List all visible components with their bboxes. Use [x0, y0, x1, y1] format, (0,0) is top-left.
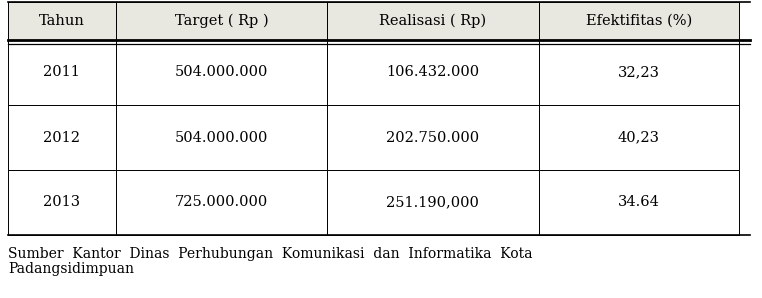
Bar — [539, 105, 739, 170]
Text: Realisasi ( Rp): Realisasi ( Rp) — [379, 14, 486, 28]
Text: Target ( Rp ): Target ( Rp ) — [174, 14, 268, 28]
Text: 106.432.000: 106.432.000 — [386, 66, 479, 80]
Bar — [116, 2, 327, 40]
Text: 2013: 2013 — [43, 195, 80, 209]
Text: 2011: 2011 — [43, 66, 80, 80]
Text: 504.000.000: 504.000.000 — [174, 66, 268, 80]
Text: Sumber  Kantor  Dinas  Perhubungan  Komunikasi  dan  Informatika  Kota: Sumber Kantor Dinas Perhubungan Komunika… — [8, 247, 533, 261]
Text: Tahun: Tahun — [39, 14, 85, 28]
Text: 725.000.000: 725.000.000 — [174, 195, 268, 209]
Text: 251.190,000: 251.190,000 — [386, 195, 479, 209]
Bar — [539, 2, 739, 40]
Bar — [327, 170, 539, 235]
Bar — [8, 2, 116, 40]
Text: 40,23: 40,23 — [618, 131, 660, 145]
Bar — [327, 2, 539, 40]
Bar — [327, 105, 539, 170]
Bar — [116, 105, 327, 170]
Bar — [116, 170, 327, 235]
Bar — [8, 170, 116, 235]
Text: Efektifitas (%): Efektifitas (%) — [585, 14, 692, 28]
Bar — [539, 40, 739, 105]
Bar — [539, 170, 739, 235]
Bar — [8, 105, 116, 170]
Text: 32,23: 32,23 — [618, 66, 660, 80]
Bar — [327, 40, 539, 105]
Text: 504.000.000: 504.000.000 — [174, 131, 268, 145]
Text: 34.64: 34.64 — [618, 195, 660, 209]
Text: 202.750.000: 202.750.000 — [386, 131, 479, 145]
Text: Padangsidimpuan: Padangsidimpuan — [8, 262, 134, 276]
Text: 2012: 2012 — [43, 131, 80, 145]
Bar — [116, 40, 327, 105]
Bar — [8, 40, 116, 105]
